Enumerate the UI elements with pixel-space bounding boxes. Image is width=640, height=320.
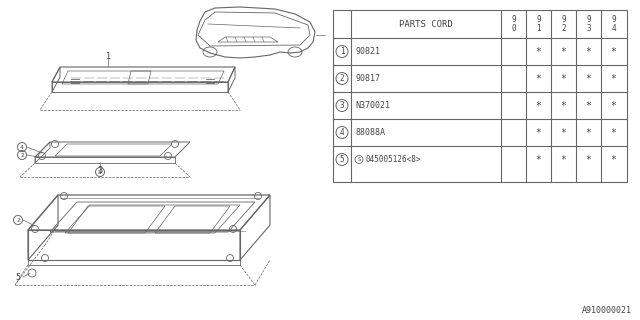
Text: PARTS CORD: PARTS CORD	[399, 20, 453, 28]
Text: *: *	[561, 74, 566, 84]
Text: 4: 4	[340, 128, 344, 137]
Text: *: *	[561, 155, 566, 164]
Text: 3: 3	[340, 101, 344, 110]
Text: N370021: N370021	[355, 101, 390, 110]
Text: 9
3: 9 3	[586, 15, 591, 33]
Text: 90821: 90821	[355, 47, 380, 56]
Text: *: *	[586, 155, 591, 164]
Text: *: *	[536, 46, 541, 57]
Text: *: *	[586, 46, 591, 57]
Text: *: *	[611, 46, 616, 57]
Text: 5: 5	[340, 155, 344, 164]
Bar	[333, 10, 627, 182]
Text: *: *	[536, 127, 541, 138]
Text: 3: 3	[98, 170, 102, 174]
Text: S: S	[357, 157, 360, 162]
Text: *: *	[536, 74, 541, 84]
Text: 9
0: 9 0	[511, 15, 516, 33]
Text: *: *	[561, 46, 566, 57]
Text: *: *	[586, 127, 591, 138]
Text: A910000021: A910000021	[582, 306, 632, 315]
Text: 2: 2	[16, 218, 20, 222]
Text: *: *	[611, 127, 616, 138]
Text: 045005126<8>: 045005126<8>	[365, 155, 420, 164]
Text: 1: 1	[106, 52, 111, 60]
Text: *: *	[611, 100, 616, 110]
Text: *: *	[586, 100, 591, 110]
Text: 3: 3	[97, 165, 102, 174]
Text: 2: 2	[20, 153, 24, 157]
Text: 4: 4	[20, 145, 24, 149]
Text: 5: 5	[15, 274, 20, 283]
Text: *: *	[561, 127, 566, 138]
Text: 9
4: 9 4	[611, 15, 616, 33]
Text: *: *	[536, 155, 541, 164]
Text: *: *	[586, 74, 591, 84]
Text: 1: 1	[340, 47, 344, 56]
Text: *: *	[561, 100, 566, 110]
Text: 9
2: 9 2	[561, 15, 566, 33]
Text: *: *	[611, 74, 616, 84]
Text: 9
1: 9 1	[536, 15, 541, 33]
Text: 2: 2	[340, 74, 344, 83]
Text: *: *	[536, 100, 541, 110]
Text: 88088A: 88088A	[355, 128, 385, 137]
Text: 90817: 90817	[355, 74, 380, 83]
Text: *: *	[611, 155, 616, 164]
